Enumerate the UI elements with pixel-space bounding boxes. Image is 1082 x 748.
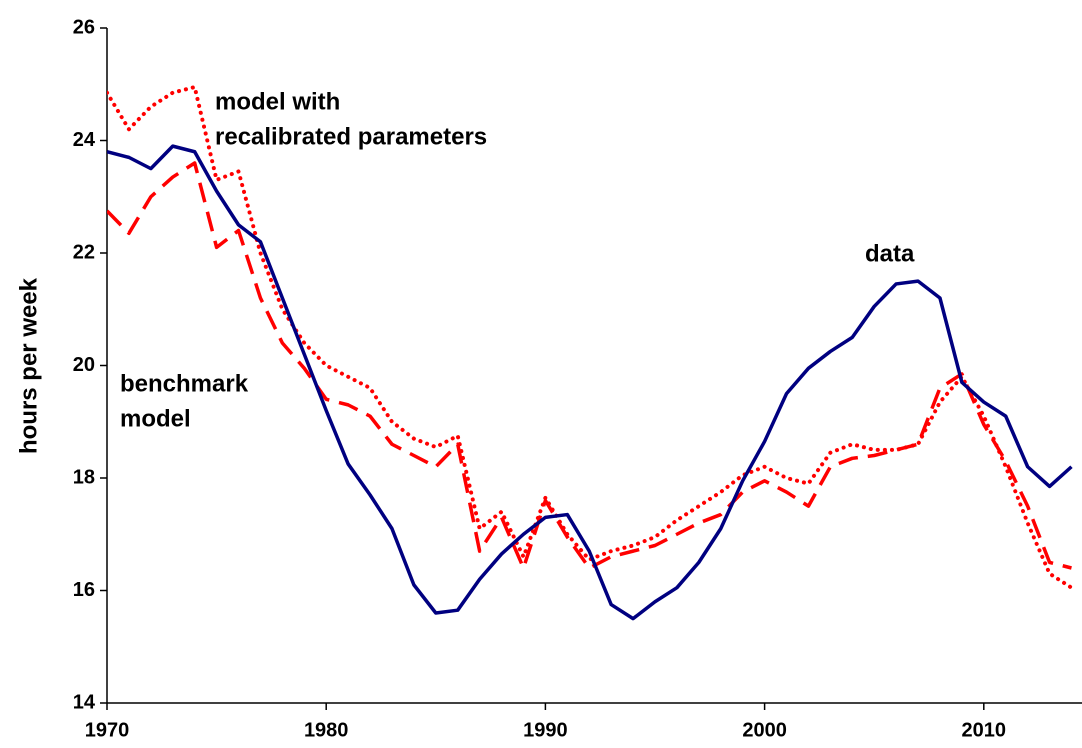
annotation: model: [120, 405, 191, 432]
x-tick-label: 1970: [85, 719, 130, 741]
x-tick-label: 2010: [962, 719, 1007, 741]
plot-area: [107, 85, 1074, 621]
annotation: benchmark: [120, 370, 249, 397]
annotation: model with: [215, 88, 340, 115]
y-tick-label: 14: [73, 691, 96, 713]
y-tick-label: 22: [73, 241, 95, 263]
y-tick-label: 18: [73, 466, 95, 488]
data-line: [107, 161, 1072, 570]
y-axis-label: hours per week: [15, 277, 42, 454]
data-line: [107, 144, 1073, 621]
annotation: recalibrated parameters: [215, 123, 487, 150]
data-line: [107, 85, 1074, 590]
y-tick-label: 26: [73, 16, 95, 38]
x-tick-label: 1990: [523, 719, 568, 741]
x-tick-label: 2000: [742, 719, 787, 741]
annotation: data: [865, 240, 915, 267]
y-tick-label: 20: [73, 354, 95, 376]
y-tick-label: 16: [73, 579, 95, 601]
y-tick-label: 24: [73, 129, 96, 151]
x-tick-label: 1980: [304, 719, 349, 741]
